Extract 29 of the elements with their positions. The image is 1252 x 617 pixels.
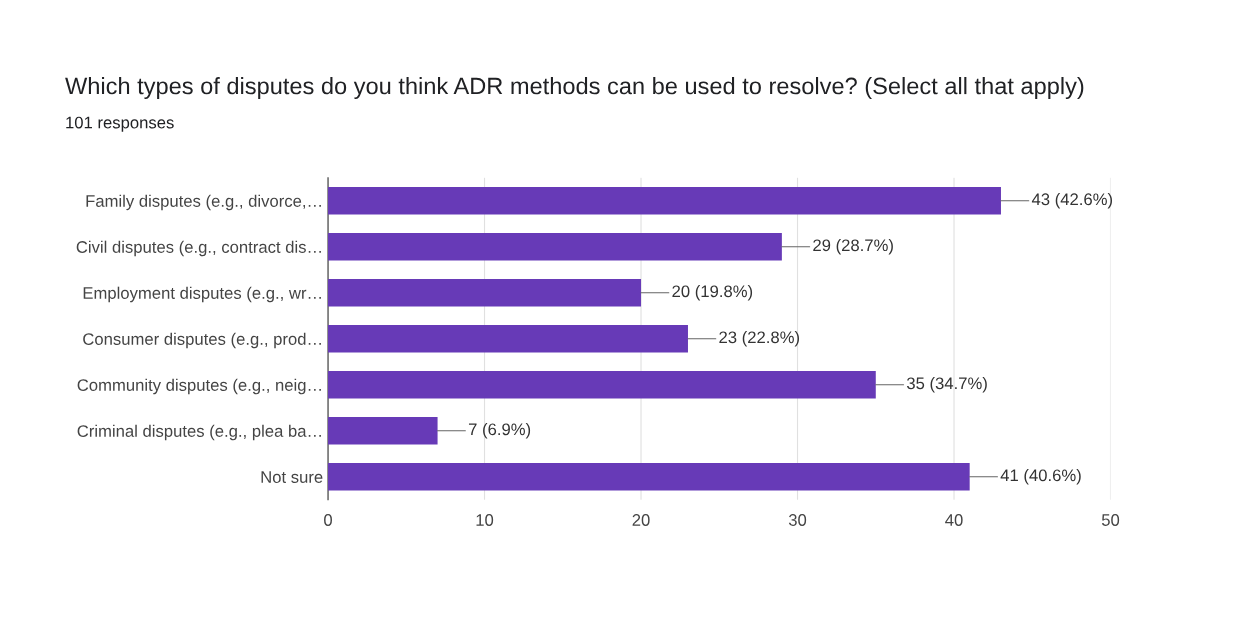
bar: [328, 416, 438, 445]
data-label: 41 (40.6%): [1000, 469, 1081, 485]
bar: [328, 186, 1001, 215]
data-label: 29 (28.7%): [813, 238, 893, 255]
bar: [328, 278, 642, 307]
x-tick-label: 0: [324, 514, 333, 526]
data-label: 23 (22.8%): [719, 330, 800, 347]
data-label: 43 (42.6%): [1031, 192, 1113, 209]
bar: [328, 232, 782, 261]
y-tick-label: Consumer disputes (e.g., prod…: [83, 332, 321, 349]
chart-title: Which types of disputes do you think ADR methods can be used to resolve? (Select all that apply): [65, 77, 1084, 100]
y-tick-label: Community disputes (e.g., neig…: [77, 378, 321, 395]
x-tick-label: 10: [476, 514, 494, 526]
y-tick-label: Employment disputes (e.g., wr…: [83, 286, 321, 303]
bar: [328, 370, 876, 399]
x-tick-label: 20: [632, 514, 650, 526]
x-tick-label: 30: [788, 514, 807, 526]
data-label: 20 (19.8%): [672, 284, 753, 301]
data-label: 35 (34.7%): [906, 376, 987, 393]
bar: [328, 324, 688, 353]
y-tick-label: Family disputes (e.g., divorce,…: [86, 194, 321, 211]
text: 101 responses: [66, 116, 174, 132]
x-tick-label: 40: [945, 514, 963, 526]
y-tick-label: Civil disputes (e.g., contract dis…: [76, 240, 321, 257]
data-label: 7 (6.9%): [468, 422, 531, 439]
y-tick-label: Not sure: [261, 471, 323, 483]
x-tick-label: 50: [1101, 514, 1120, 526]
y-tick-label: Criminal disputes (e.g., plea ba…: [77, 424, 321, 441]
bar: [328, 462, 970, 491]
